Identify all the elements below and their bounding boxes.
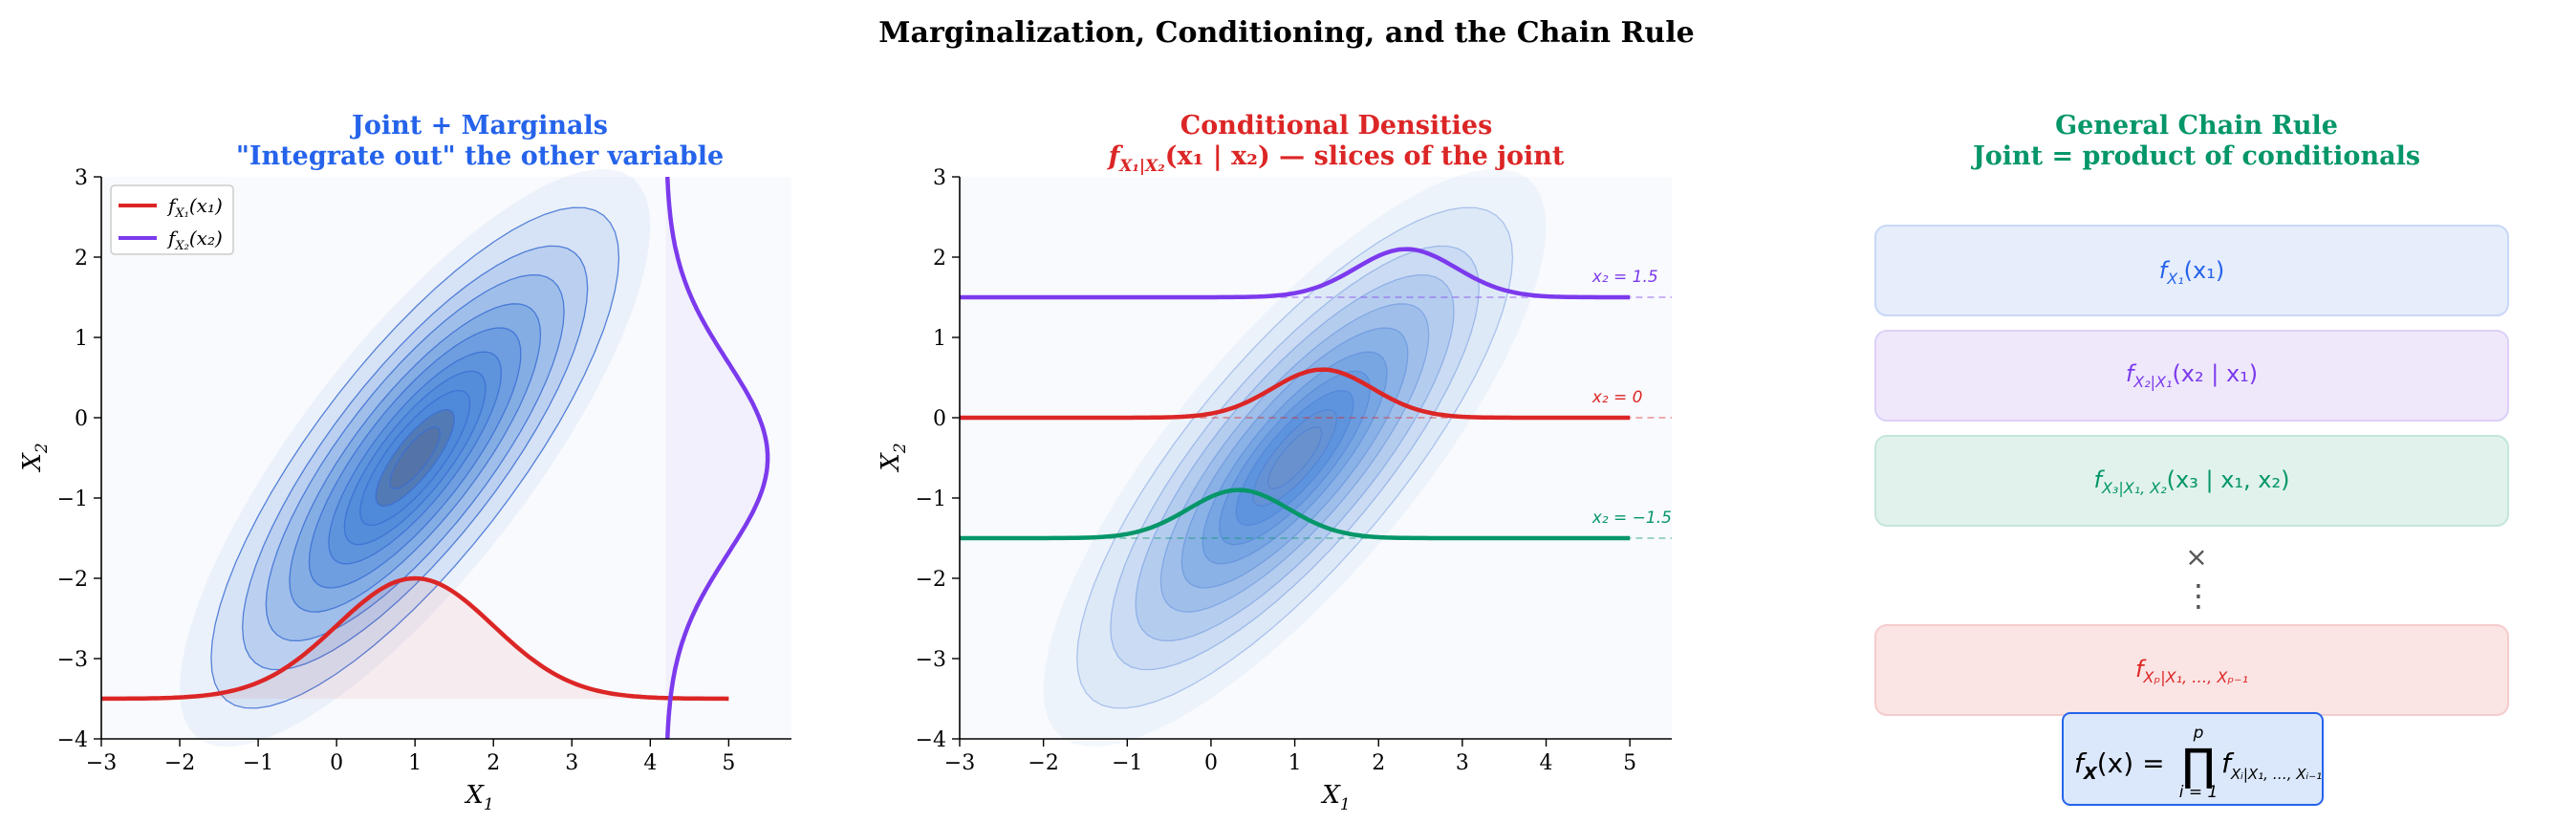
panel1-marginals xyxy=(100,176,770,740)
panel2-ylabel: X2 xyxy=(877,443,910,472)
panel1-xtick-label: −3 xyxy=(86,751,117,775)
panel2-ytick-label: −1 xyxy=(916,487,946,511)
panel2-ytick-label: 2 xyxy=(933,247,946,271)
panel1-ytick-label: −1 xyxy=(57,487,88,511)
panel2-ytick-label: −3 xyxy=(916,648,946,672)
panel2-contour-level-11 xyxy=(1266,426,1323,489)
chain-rule-panel: General Chain Rule Joint = product of co… xyxy=(1874,111,2509,806)
panel2-ytick-label: −2 xyxy=(916,568,946,592)
slice-1-label: x₂ = 1.5 xyxy=(1591,268,1658,287)
marginal-x1-curve xyxy=(100,575,729,702)
panel2-contour-level-6 xyxy=(1180,327,1409,589)
panel3-subtitle: Joint = product of conditionals xyxy=(1971,141,2420,171)
chain-ellipsis: ⋮ xyxy=(2183,577,2214,614)
slice-2-curve xyxy=(960,367,1631,421)
panel1-xtick-label: 3 xyxy=(565,751,578,775)
chain-box-2-label: fX₂|X₁(x₂ | x₁) xyxy=(2126,360,2258,391)
panel1-ytick-label: −2 xyxy=(57,568,88,592)
slice-3-label: x₂ = −1.5 xyxy=(1591,509,1672,528)
panel2-contour-level-10 xyxy=(1252,408,1338,508)
panel2-ytick-label: 0 xyxy=(933,407,946,431)
panel2-ytick-label: −4 xyxy=(916,728,946,752)
panel2-xtick-label: −3 xyxy=(944,751,975,775)
panel1-xtick-label: 0 xyxy=(330,751,343,775)
panel2-title: Conditional Densities xyxy=(1180,111,1493,141)
formula-lhs: fX(x) = xyxy=(2074,747,2165,784)
panel1-title: Joint + Marginals xyxy=(350,111,608,141)
panel1-xlabel: X1 xyxy=(464,781,493,814)
panel2-contour-level-3 xyxy=(1110,245,1481,671)
panel2-subtitle: fX₁|X₂(x₁ | x₂) — slices of the joint xyxy=(1107,141,1565,176)
panel2-contour-level-1 xyxy=(1043,168,1547,747)
panel1-ylabel: X2 xyxy=(18,443,52,472)
panel1-ytick-label: 3 xyxy=(75,166,88,190)
panel1-ytick-label: 2 xyxy=(75,247,88,271)
chain-box-p-label: fXₚ|X₁, …, Xₚ₋₁ xyxy=(2135,656,2248,686)
panel1-legend: fX₁(x₁) fX₂(x₂) xyxy=(110,184,234,255)
chain-rule-formula: fX(x) = p ∏ i = 1 fXᵢ|X₁, …, Xᵢ₋₁ xyxy=(2062,712,2324,806)
formula-prod-symbol: ∏ xyxy=(2182,739,2216,791)
legend-fx1-label: fX₁(x₁) xyxy=(166,194,223,221)
panel2-xtick-label: −2 xyxy=(1028,751,1058,775)
chain-times-3: × xyxy=(2185,541,2207,573)
formula-prod-lower: i = 1 xyxy=(2179,783,2219,802)
panel2-contour-level-9 xyxy=(1235,389,1354,527)
marginal-x2-curve xyxy=(664,176,770,740)
panel1-xtick-label: 1 xyxy=(408,751,422,775)
marginal-x1-fill xyxy=(101,578,729,699)
panel2-xlabel: X1 xyxy=(1320,781,1350,814)
marginal-x2-fill xyxy=(665,177,768,739)
panel1-joint-contours xyxy=(180,168,651,747)
panel2-joint-contours xyxy=(1043,168,1547,747)
panel1-xtick-label: −2 xyxy=(164,751,195,775)
panel2-xtick-label: 5 xyxy=(1623,751,1636,775)
panel2-xtick-label: 3 xyxy=(1456,751,1469,775)
figure-title: Marginalization, Conditioning, and the C… xyxy=(878,16,1694,50)
conditional-densities-panel: Conditional Densities fX₁|X₂(x₁ | x₂) — … xyxy=(877,111,1672,814)
panel1-ytick-label: 0 xyxy=(75,407,88,431)
panel2-xtick-label: 1 xyxy=(1288,751,1302,775)
panel2-plot-area xyxy=(960,177,1672,739)
panel1-subtitle: "Integrate out" the other variable xyxy=(236,141,724,171)
panel2-xtick-label: 0 xyxy=(1204,751,1218,775)
panel2-ytick-label: 1 xyxy=(933,327,946,351)
panel1-contour-level-11 xyxy=(389,426,442,489)
panel2-contour-level-8 xyxy=(1219,370,1372,546)
panel2-xtick-label: −1 xyxy=(1112,751,1142,775)
panel1-xtick-label: 5 xyxy=(722,751,735,775)
panel1-ytick-label: 1 xyxy=(75,327,88,351)
formula-prod-upper: p xyxy=(2193,724,2204,743)
chain-box-2: fX₂|X₁(x₂ | x₁) xyxy=(1874,330,2509,422)
panel2-contour-level-7 xyxy=(1201,351,1388,565)
panel2-xtick-label: 2 xyxy=(1372,751,1385,775)
chain-box-1: fX₁(x₁) xyxy=(1874,225,2509,316)
panel2-xtick-label: 4 xyxy=(1540,751,1553,775)
slice-3-curve xyxy=(960,487,1631,541)
chain-box-p: fXₚ|X₁, …, Xₚ₋₁ xyxy=(1874,624,2509,716)
panel1-xtick-label: 2 xyxy=(487,751,500,775)
joint-marginals-panel: Joint + Marginals "Integrate out" the ot… xyxy=(18,111,791,814)
panel3-title: General Chain Rule xyxy=(2055,111,2338,141)
slice-1-curve xyxy=(960,247,1631,300)
chain-box-3: fX₃|X₁, X₂(x₃ | x₁, x₂) xyxy=(1874,435,2509,527)
panel1-ytick-label: −3 xyxy=(57,648,88,672)
chain-box-3-label: fX₃|X₁, X₂(x₃ | x₁, x₂) xyxy=(2094,466,2290,497)
panel1-xtick-label: −1 xyxy=(243,751,273,775)
slice-2-label: x₂ = 0 xyxy=(1591,388,1643,407)
panel2-ytick-label: 3 xyxy=(933,166,946,190)
panel2-slices: x₂ = 1.5 x₂ = 0 x₂ = −1.5 xyxy=(960,247,1672,541)
panel2-contour-level-2 xyxy=(1076,206,1514,709)
panel1-xtick-label: 4 xyxy=(643,751,657,775)
legend-fx2-label: fX₂(x₂) xyxy=(166,227,223,253)
panel1-ytick-label: −4 xyxy=(57,728,88,752)
